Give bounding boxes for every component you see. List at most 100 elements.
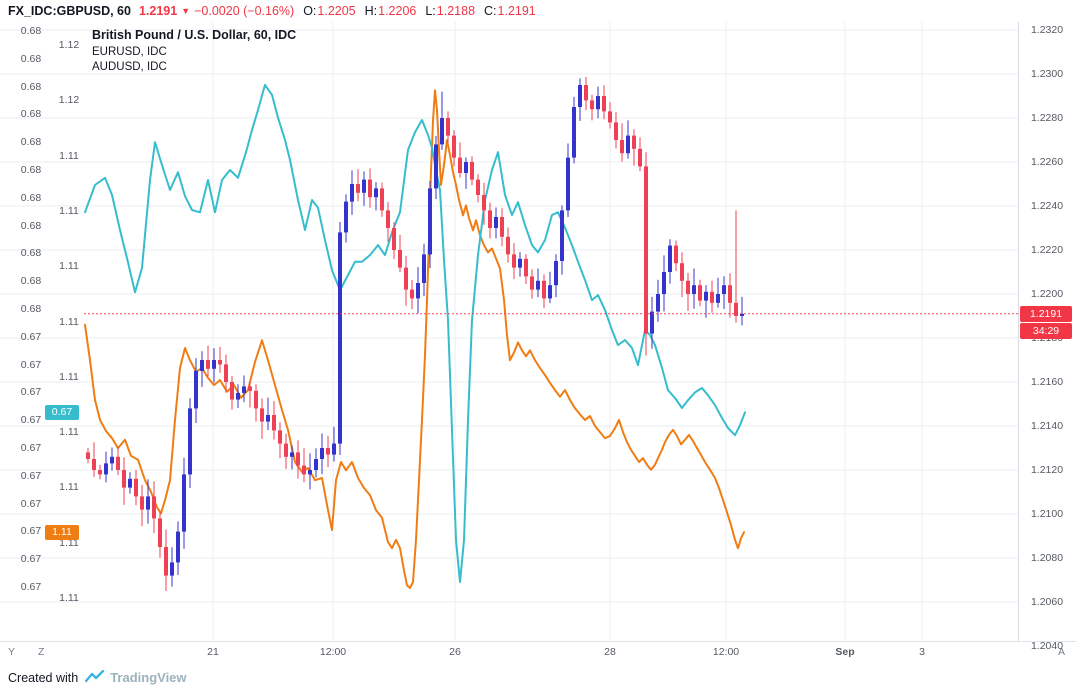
candle-body bbox=[650, 311, 654, 334]
candle-body bbox=[602, 96, 606, 112]
candle-body bbox=[554, 261, 558, 286]
time-scale-label: 28 bbox=[604, 646, 616, 658]
candle-body bbox=[206, 360, 210, 369]
high-price: 1.2206 bbox=[378, 4, 417, 18]
candle-body bbox=[500, 217, 504, 237]
tradingview-brand-text[interactable]: TradingView bbox=[110, 670, 187, 685]
attribution-footer: Created with TradingView bbox=[0, 663, 1076, 692]
candle-body bbox=[704, 291, 708, 301]
candle-body bbox=[236, 393, 240, 400]
time-scale-label: 26 bbox=[449, 646, 461, 658]
candle-body bbox=[572, 107, 576, 158]
legend-main-series[interactable]: British Pound / U.S. Dollar, 60, IDC bbox=[92, 28, 297, 42]
candle-body bbox=[356, 184, 360, 193]
candle-body bbox=[560, 210, 564, 261]
candle-body bbox=[470, 162, 474, 180]
candle-body bbox=[458, 157, 462, 173]
candle-body bbox=[386, 210, 390, 228]
symbol-title[interactable]: FX_IDC:GBPUSD, 60 bbox=[8, 4, 131, 18]
candle-body bbox=[278, 430, 282, 444]
candle-body bbox=[656, 294, 660, 312]
open-value: O:1.2205 bbox=[303, 4, 355, 18]
candle-body bbox=[272, 415, 276, 431]
candle-body bbox=[92, 459, 96, 470]
candle-body bbox=[662, 272, 666, 294]
candle-body bbox=[332, 443, 336, 455]
price-chart-plot[interactable] bbox=[0, 22, 1076, 641]
candle-body bbox=[410, 289, 414, 299]
candle-body bbox=[530, 276, 534, 290]
candle-body bbox=[476, 179, 480, 195]
candle-body bbox=[548, 285, 552, 299]
down-triangle-icon: ▼ bbox=[181, 6, 191, 16]
candle-body bbox=[668, 245, 672, 272]
candle-body bbox=[686, 280, 690, 294]
auto-scale-button[interactable]: A bbox=[1058, 646, 1066, 658]
candle-body bbox=[344, 201, 348, 233]
candle-body bbox=[698, 285, 702, 301]
candle-body bbox=[212, 360, 216, 369]
left-scale-button-z[interactable]: Z bbox=[38, 646, 45, 658]
left-scale-button-y[interactable]: Y bbox=[8, 646, 16, 658]
time-scale-label: Sep bbox=[835, 646, 855, 658]
candle-body bbox=[590, 100, 594, 110]
candle-body bbox=[584, 85, 588, 101]
candle-body bbox=[416, 283, 420, 299]
candle-body bbox=[536, 280, 540, 290]
candle-body bbox=[338, 232, 342, 444]
candle-body bbox=[200, 360, 204, 371]
candle-body bbox=[152, 496, 156, 519]
candle-body bbox=[308, 470, 312, 475]
candle-body bbox=[440, 118, 444, 145]
tradingview-logo-icon[interactable] bbox=[85, 670, 105, 685]
candle-body bbox=[170, 562, 174, 576]
audusd-line bbox=[84, 83, 746, 583]
candle-body bbox=[740, 313, 744, 316]
time-axis[interactable]: Y Z A 21 12:00 26 28 12:00 Sep 3 bbox=[0, 641, 1076, 664]
candle-body bbox=[260, 408, 264, 422]
candle-body bbox=[716, 294, 720, 303]
candle-body bbox=[428, 188, 432, 255]
candle-body bbox=[134, 478, 138, 497]
candle-body bbox=[728, 285, 732, 303]
chart-area[interactable]: British Pound / U.S. Dollar, 60, IDC EUR… bbox=[0, 22, 1076, 641]
legend-overlay-audusd[interactable]: AUDUSD, IDC bbox=[92, 61, 167, 73]
candle-body bbox=[266, 415, 270, 422]
candle-body bbox=[644, 166, 648, 334]
candle-body bbox=[524, 258, 528, 277]
candle-body bbox=[320, 448, 324, 459]
eurusd-line bbox=[84, 89, 745, 589]
legend-overlay-eurusd[interactable]: EURUSD, IDC bbox=[92, 46, 167, 58]
gbpusd-last-price-badge: 1.2191 bbox=[1020, 305, 1072, 322]
high-value: H:1.2206 bbox=[365, 4, 417, 18]
candle-body bbox=[224, 364, 228, 382]
low-value: L:1.2188 bbox=[425, 4, 475, 18]
candle-body bbox=[620, 140, 624, 154]
time-scale-label: 12:00 bbox=[712, 646, 740, 658]
candle-body bbox=[692, 285, 696, 294]
close-price: 1.2191 bbox=[497, 4, 536, 18]
low-label: L: bbox=[425, 4, 436, 18]
candle-body bbox=[218, 360, 222, 365]
candle-body bbox=[722, 285, 726, 294]
candle-body bbox=[566, 157, 570, 211]
close-label: C: bbox=[484, 4, 497, 18]
open-price: 1.2205 bbox=[317, 4, 356, 18]
candle-body bbox=[284, 443, 288, 457]
created-with-text: Created with bbox=[8, 670, 79, 685]
candle-body bbox=[488, 210, 492, 228]
candle-body bbox=[494, 217, 498, 228]
candle-body bbox=[614, 122, 618, 140]
candle-body bbox=[380, 188, 384, 211]
time-scale-label: 12:00 bbox=[319, 646, 347, 658]
audusd-last-value-badge: 0.67 bbox=[45, 404, 79, 420]
bar-countdown-badge: 34:29 bbox=[1020, 322, 1072, 339]
candle-body bbox=[104, 463, 108, 475]
candle-body bbox=[710, 291, 714, 303]
candle-body bbox=[398, 250, 402, 268]
candle-body bbox=[542, 280, 546, 299]
candle-body bbox=[674, 245, 678, 264]
symbol-info-bar: FX_IDC:GBPUSD, 60 1.2191 ▼ −0.0020 (−0.1… bbox=[0, 0, 1076, 22]
candle-body bbox=[596, 96, 600, 110]
